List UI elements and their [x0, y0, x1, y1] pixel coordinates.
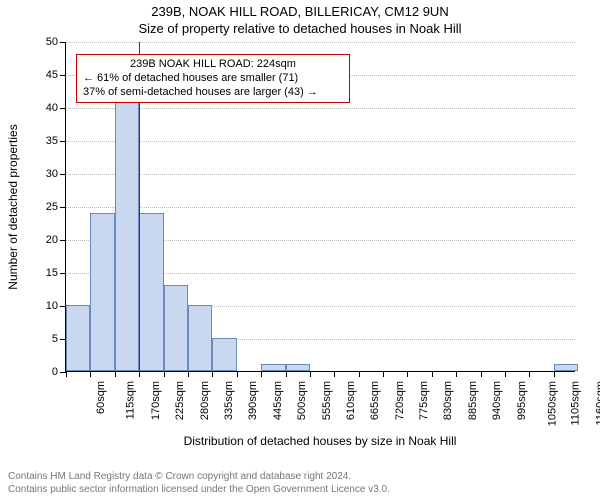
x-tick-label: 665sqm — [369, 381, 381, 420]
y-tick-label: 45 — [46, 69, 66, 81]
y-tick-label: 50 — [46, 36, 66, 48]
y-tick-label: 20 — [46, 234, 66, 246]
y-gridline — [66, 42, 575, 43]
x-tick — [261, 371, 262, 377]
histogram-bar — [139, 213, 163, 371]
x-tick — [529, 371, 530, 377]
x-tick-label: 500sqm — [296, 381, 308, 420]
x-tick-label: 1105sqm — [570, 381, 582, 425]
y-tick-label: 35 — [46, 135, 66, 147]
x-tick-label: 940sqm — [491, 381, 503, 420]
x-tick-label: 445sqm — [272, 381, 284, 420]
annotation-box: 239B NOAK HILL ROAD: 224sqm← 61% of deta… — [76, 54, 350, 103]
x-tick — [554, 371, 555, 377]
x-tick — [505, 371, 506, 377]
x-axis-label: Distribution of detached houses by size … — [65, 434, 575, 448]
y-tick-label: 0 — [52, 366, 66, 378]
annotation-line: 37% of semi-detached houses are larger (… — [83, 86, 343, 100]
y-gridline — [66, 207, 575, 208]
histogram-bar — [554, 364, 578, 371]
x-tick — [286, 371, 287, 377]
y-tick-label: 10 — [46, 300, 66, 312]
histogram-bar — [261, 364, 285, 371]
x-tick — [359, 371, 360, 377]
footer-attribution: Contains HM Land Registry data © Crown c… — [8, 471, 390, 496]
x-tick — [383, 371, 384, 377]
x-tick-label: 775sqm — [418, 381, 430, 420]
histogram-bar — [286, 364, 310, 371]
histogram-bar — [115, 100, 139, 371]
x-tick-label: 995sqm — [516, 381, 528, 420]
histogram-bar — [90, 213, 114, 371]
x-tick-label: 1050sqm — [546, 381, 558, 426]
y-tick-label: 30 — [46, 168, 66, 180]
x-tick — [66, 371, 67, 377]
x-tick — [456, 371, 457, 377]
y-gridline — [66, 108, 575, 109]
x-tick-label: 225sqm — [174, 381, 186, 420]
x-tick — [310, 371, 311, 377]
x-tick — [90, 371, 91, 377]
y-tick-label: 15 — [46, 267, 66, 279]
x-tick — [334, 371, 335, 377]
page-subtitle: Size of property relative to detached ho… — [0, 21, 600, 38]
x-tick — [164, 371, 165, 377]
x-tick — [237, 371, 238, 377]
y-axis-label: Number of detached properties — [6, 124, 20, 289]
histogram-bar — [164, 285, 188, 371]
histogram-bar — [66, 305, 90, 371]
x-tick-label: 720sqm — [394, 381, 406, 420]
x-tick-label: 1160sqm — [594, 381, 600, 425]
y-gridline — [66, 174, 575, 175]
annotation-line: 239B NOAK HILL ROAD: 224sqm — [83, 58, 343, 72]
x-tick-label: 280sqm — [199, 381, 211, 420]
x-tick-label: 170sqm — [150, 381, 162, 420]
x-tick-label: 830sqm — [443, 381, 455, 420]
x-tick — [188, 371, 189, 377]
page-title: 239B, NOAK HILL ROAD, BILLERICAY, CM12 9… — [0, 0, 600, 21]
histogram-bar — [188, 305, 212, 371]
y-tick-label: 5 — [52, 333, 66, 345]
y-tick-label: 40 — [46, 102, 66, 114]
y-gridline — [66, 141, 575, 142]
x-tick — [481, 371, 482, 377]
footer-line: Contains public sector information licen… — [8, 484, 390, 497]
x-tick-label: 885sqm — [467, 381, 479, 420]
x-tick-label: 60sqm — [95, 381, 107, 414]
x-tick — [115, 371, 116, 377]
x-tick-label: 335sqm — [223, 381, 235, 420]
x-tick-label: 555sqm — [321, 381, 333, 420]
y-tick-label: 25 — [46, 201, 66, 213]
x-tick-label: 115sqm — [125, 381, 137, 419]
x-tick-label: 390sqm — [247, 381, 259, 420]
x-tick — [432, 371, 433, 377]
annotation-line: ← 61% of detached houses are smaller (71… — [83, 72, 343, 86]
histogram-bar — [212, 338, 236, 371]
x-tick — [212, 371, 213, 377]
x-tick — [139, 371, 140, 377]
x-tick — [407, 371, 408, 377]
x-tick-label: 610sqm — [345, 381, 357, 420]
footer-line: Contains HM Land Registry data © Crown c… — [8, 471, 390, 484]
